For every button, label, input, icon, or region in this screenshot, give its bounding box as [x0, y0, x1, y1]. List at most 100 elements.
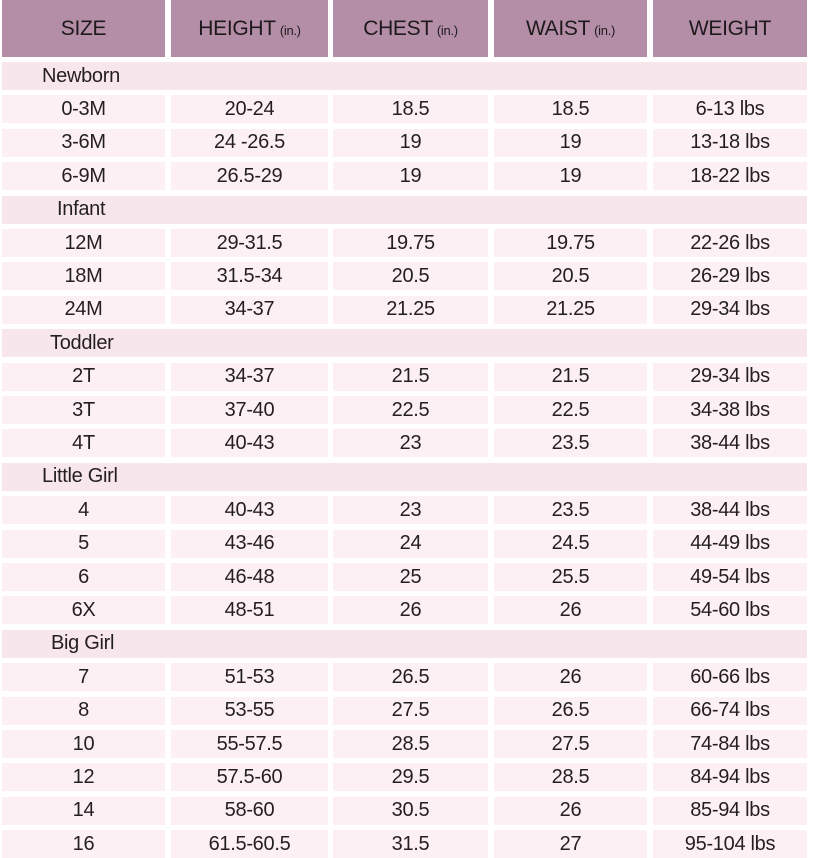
weight-value: 74-84 lbs — [690, 732, 770, 755]
waist-value: 27.5 — [551, 732, 590, 755]
size-value: 5 — [78, 532, 89, 555]
size-cell: 7 — [2, 663, 165, 692]
table-row: 14 58-60 30.5 26 85-94 lbs — [0, 796, 815, 825]
table-row: 16 61.5-60.5 31.5 27 95-104 lbs — [0, 830, 815, 858]
section-label-cell: Little Girl — [2, 462, 807, 491]
waist-cell: 27.5 — [494, 730, 647, 758]
height-value: 37-40 — [224, 398, 275, 421]
height-cell: 24 -26.5 — [171, 128, 328, 157]
size-cell: 3T — [2, 396, 165, 424]
height-cell: 34-37 — [171, 362, 328, 391]
header-weight: WEIGHT — [653, 0, 807, 57]
chest-cell: 25 — [333, 563, 488, 591]
waist-value: 21.25 — [546, 298, 595, 321]
header-height-label: HEIGHT — [198, 16, 276, 40]
chest-cell: 27.5 — [333, 696, 488, 725]
waist-value: 23.5 — [551, 498, 590, 521]
weight-cell: 26-29 lbs — [653, 262, 807, 291]
weight-value: 22-26 lbs — [690, 231, 770, 254]
waist-cell: 26 — [494, 663, 647, 692]
height-value: 26.5-29 — [216, 164, 283, 187]
height-value: 53-55 — [224, 699, 275, 722]
weight-cell: 6-13 lbs — [653, 95, 807, 124]
section-label: Little Girl — [42, 465, 118, 488]
weight-cell: 49-54 lbs — [653, 563, 807, 591]
waist-value: 21.5 — [551, 365, 590, 388]
size-value: 24M — [64, 298, 103, 321]
weight-value: 38-44 lbs — [690, 431, 770, 454]
height-value: 40-43 — [224, 431, 275, 454]
height-value: 55-57.5 — [216, 732, 283, 755]
section-label: Big Girl — [51, 632, 115, 655]
table-row: 6-9M 26.5-29 19 19 18-22 lbs — [0, 162, 815, 191]
weight-value: 18-22 lbs — [690, 164, 770, 187]
height-value: 29-31.5 — [216, 231, 283, 254]
chest-cell: 23 — [333, 496, 488, 525]
waist-cell: 23.5 — [494, 429, 647, 458]
size-value: 8 — [78, 699, 89, 722]
size-cell: 3-6M — [2, 128, 165, 157]
height-value: 46-48 — [224, 565, 275, 588]
size-value: 6-9M — [61, 164, 106, 187]
waist-cell: 21.25 — [494, 295, 647, 324]
size-cell: 4T — [2, 429, 165, 458]
height-cell: 57.5-60 — [171, 763, 328, 792]
height-value: 43-46 — [224, 532, 275, 555]
height-value: 24 -26.5 — [214, 131, 285, 154]
header-height-unit: (in.) — [279, 23, 301, 38]
table-row: 18M 31.5-34 20.5 20.5 26-29 lbs — [0, 262, 815, 291]
chest-value: 21.25 — [386, 298, 435, 321]
section-label: Newborn — [42, 64, 120, 87]
size-value: 4 — [78, 498, 89, 521]
chest-value: 26 — [399, 598, 422, 621]
section-row: Toddler — [0, 329, 815, 358]
weight-cell: 66-74 lbs — [653, 696, 807, 725]
waist-cell: 26 — [494, 796, 647, 825]
chest-cell: 20.5 — [333, 262, 488, 291]
waist-cell: 22.5 — [494, 396, 647, 424]
size-cell: 6X — [2, 596, 165, 625]
height-value: 61.5-60.5 — [208, 832, 291, 855]
size-value: 6X — [71, 598, 96, 621]
header-waist-label: WAIST — [525, 16, 591, 40]
height-value: 34-37 — [224, 298, 275, 321]
size-cell: 8 — [2, 696, 165, 725]
waist-value: 24.5 — [551, 532, 590, 555]
height-value: 20-24 — [224, 97, 275, 120]
size-cell: 5 — [2, 529, 165, 558]
header-row: SIZE HEIGHT (in.) CHEST (in.) WAIST (in.) W… — [0, 0, 815, 57]
waist-value: 26.5 — [551, 699, 590, 722]
header-waist-unit: (in.) — [594, 23, 616, 38]
weight-value: 34-38 lbs — [690, 398, 770, 421]
chest-cell: 18.5 — [333, 95, 488, 124]
weight-value: 38-44 lbs — [690, 498, 770, 521]
waist-value: 22.5 — [551, 398, 590, 421]
weight-cell: 38-44 lbs — [653, 429, 807, 458]
height-cell: 43-46 — [171, 529, 328, 558]
size-value: 2T — [72, 365, 95, 388]
waist-cell: 27 — [494, 830, 647, 858]
size-value: 3T — [72, 398, 95, 421]
chest-cell: 23 — [333, 429, 488, 458]
table-row: 7 51-53 26.5 26 60-66 lbs — [0, 663, 815, 692]
section-row: Infant — [0, 195, 815, 224]
chest-value: 25 — [399, 565, 422, 588]
header-weight-label: WEIGHT — [688, 16, 772, 40]
waist-cell: 26 — [494, 596, 647, 625]
weight-cell: 13-18 lbs — [653, 128, 807, 157]
waist-cell: 24.5 — [494, 529, 647, 558]
section-label: Infant — [57, 198, 106, 221]
weight-cell: 34-38 lbs — [653, 396, 807, 424]
table-row: 10 55-57.5 28.5 27.5 74-84 lbs — [0, 730, 815, 758]
waist-cell: 19 — [494, 162, 647, 191]
height-value: 31.5-34 — [216, 264, 283, 287]
size-cell: 6-9M — [2, 162, 165, 191]
size-cell: 14 — [2, 796, 165, 825]
weight-value: 66-74 lbs — [690, 699, 770, 722]
waist-value: 26 — [559, 665, 582, 688]
weight-value: 26-29 lbs — [690, 264, 770, 287]
table-row: 5 43-46 24 24.5 44-49 lbs — [0, 529, 815, 558]
table-row: 0-3M 20-24 18.5 18.5 6-13 lbs — [0, 95, 815, 124]
height-cell: 46-48 — [171, 563, 328, 591]
waist-value: 20.5 — [551, 264, 590, 287]
